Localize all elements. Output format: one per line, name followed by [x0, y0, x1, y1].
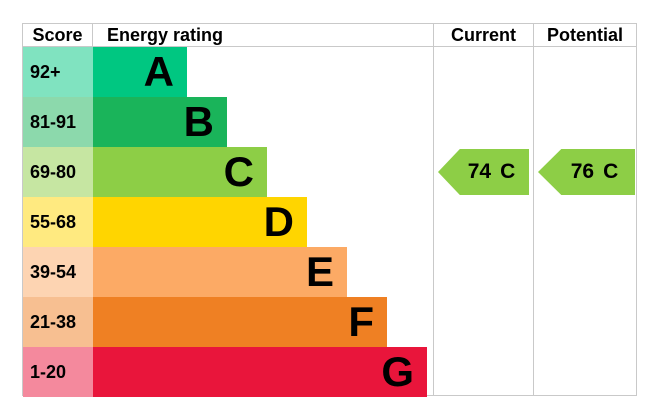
band-score-range: 69-80 — [23, 147, 93, 197]
band-row: 92+ A — [23, 47, 433, 97]
energy-bands-area: 92+ A 81-91 B 69-80 C 55-68 D 39-54 E 21… — [23, 47, 433, 397]
band-score-range: 1-20 — [23, 347, 93, 397]
current-rating-arrow: 74 C — [438, 149, 529, 195]
band-bar: E — [93, 247, 347, 297]
band-row: 39-54 E — [23, 247, 433, 297]
band-letter: D — [263, 198, 294, 245]
band-row: 21-38 F — [23, 297, 433, 347]
chart-header-row: Score Energy rating Current Potential — [23, 24, 636, 47]
band-bar: A — [93, 47, 187, 97]
current-rating-letter: C — [500, 160, 516, 183]
band-letter: B — [183, 98, 214, 145]
score-column-header: Score — [23, 24, 93, 46]
potential-rating-value: 76 — [570, 160, 595, 183]
energy-rating-column-header: Energy rating — [107, 25, 224, 45]
potential-rating-letter: C — [603, 160, 619, 183]
band-bar: D — [93, 197, 307, 247]
band-score-range: 21-38 — [23, 297, 93, 347]
band-bar: G — [93, 347, 427, 397]
potential-column: 76 C — [533, 47, 636, 396]
band-score-range: 39-54 — [23, 247, 93, 297]
current-column: 74 C — [433, 47, 533, 396]
band-score-range: 92+ — [23, 47, 93, 97]
band-letter: F — [348, 298, 374, 345]
potential-column-header: Potential — [533, 24, 636, 46]
current-column-header: Current — [433, 24, 533, 46]
band-row: 1-20 G — [23, 347, 433, 397]
potential-rating-arrow: 76 C — [538, 149, 635, 195]
band-bar: F — [93, 297, 387, 347]
band-score-range: 81-91 — [23, 97, 93, 147]
band-bar: B — [93, 97, 227, 147]
band-row: 55-68 D — [23, 197, 433, 247]
band-letter: A — [143, 48, 174, 95]
band-row: 81-91 B — [23, 97, 433, 147]
chart-body: 92+ A 81-91 B 69-80 C 55-68 D 39-54 E 21… — [23, 47, 636, 397]
epc-rating-chart: Score Energy rating Current Potential 92… — [22, 23, 637, 397]
current-rating-value: 74 — [467, 160, 492, 183]
band-letter: E — [305, 248, 334, 295]
band-score-range: 55-68 — [23, 197, 93, 247]
band-letter: G — [381, 348, 414, 395]
band-bar: C — [93, 147, 267, 197]
band-row: 69-80 C — [23, 147, 433, 197]
band-letter: C — [223, 148, 254, 195]
